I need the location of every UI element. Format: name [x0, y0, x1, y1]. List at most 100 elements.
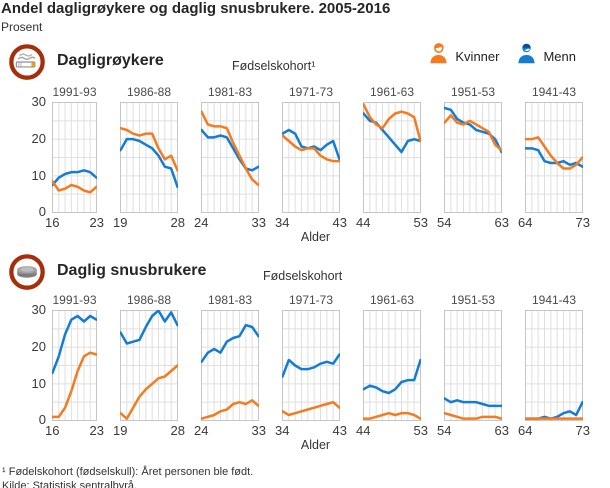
- series-menn: [282, 128, 340, 161]
- section-heading: Dagligrøykere: [57, 51, 164, 69]
- x-ticks: 34 43: [275, 421, 347, 438]
- line-chart: [52, 101, 97, 213]
- x-ticks: 34 43: [275, 213, 347, 230]
- x-ticks: 19 28: [113, 213, 185, 230]
- series-kvinner: [120, 126, 178, 172]
- x-ticks: 24 33: [194, 213, 266, 230]
- series-kvinner: [282, 400, 340, 416]
- series-menn: [444, 397, 502, 407]
- x-ticks: 64 73: [518, 421, 590, 438]
- unit-label: Prosent: [1, 19, 43, 34]
- series-menn: [120, 137, 178, 188]
- x-tick-start: 44: [356, 422, 371, 438]
- x-tick-end: 33: [251, 422, 266, 438]
- series-kvinner: [52, 179, 97, 194]
- line-chart: [363, 101, 421, 213]
- series-menn: [201, 128, 259, 172]
- line-chart: [201, 101, 259, 213]
- chart-panel: 1961-63 44 53: [356, 85, 428, 230]
- section-dagligroykere: Dagligrøykere Fødselskohort¹ 30 20 10 0 199…: [0, 43, 610, 244]
- chart-panel: 1981-83 24 33: [194, 85, 266, 230]
- y-tick: 0: [38, 204, 46, 219]
- line-chart: [201, 309, 259, 421]
- series-menn: [363, 358, 421, 394]
- line-chart: [52, 309, 97, 421]
- series-kvinner: [363, 102, 421, 142]
- page-title: Andel dagligrøykere og daglig snusbruker…: [1, 0, 391, 17]
- x-tick-end: 23: [89, 214, 104, 230]
- series-kvinner: [363, 411, 421, 420]
- x-tick-end: 28: [170, 422, 185, 438]
- x-axis-label: Alder: [300, 437, 331, 452]
- y-tick: 10: [31, 167, 46, 183]
- line-chart: [525, 101, 583, 213]
- x-ticks: 16 23: [45, 213, 104, 230]
- x-tick-end: 43: [332, 422, 347, 438]
- x-tick-end: 23: [89, 422, 104, 438]
- x-tick-end: 28: [170, 214, 185, 230]
- chart-panel: 1971-73 34 43: [275, 293, 347, 438]
- woman-icon: [430, 43, 448, 64]
- chart-panel: 1986-88 19 28: [113, 292, 185, 438]
- x-tick-end: 43: [332, 214, 347, 230]
- line-chart: [120, 101, 178, 213]
- section-snusbrukere: Daglig snusbrukere Fødselskohort 30 20 10 0…: [0, 253, 610, 452]
- cohort-title: 1991-93: [52, 84, 97, 99]
- legend-label-menn: Menn: [543, 49, 576, 64]
- y-tick: 30: [31, 302, 46, 317]
- chart-panel: 1981-83 24 33: [194, 292, 266, 438]
- line-chart: [444, 101, 502, 213]
- x-ticks: 44 53: [356, 421, 428, 438]
- series-menn: [120, 309, 178, 345]
- cohort-title: 1941-43: [531, 84, 577, 99]
- chart-panel: 1941-43 64 73: [518, 84, 590, 230]
- cohort-title: 1986-88: [126, 84, 172, 99]
- line-chart: [444, 309, 502, 421]
- line-chart: [282, 309, 340, 421]
- x-tick-end: 73: [575, 422, 590, 438]
- legend-label-kvinner: Kvinner: [455, 49, 500, 64]
- series-kvinner: [201, 110, 259, 186]
- x-ticks: 54 63: [437, 421, 509, 438]
- series-kvinner: [201, 398, 259, 420]
- cohort-title: 1991-93: [52, 292, 97, 307]
- section-heading: Daglig snusbrukere: [57, 261, 207, 279]
- x-tick-start: 19: [113, 214, 128, 230]
- charts-row: 30 20 10 0 1991-93 16 23 1986-88 19 28 1981-83 24 3…: [32, 292, 610, 438]
- man-icon: [518, 43, 536, 64]
- x-tick-start: 54: [437, 214, 452, 230]
- series-menn: [444, 106, 502, 153]
- cohort-title: 1941-43: [531, 292, 577, 307]
- y-axis: 30 20 10 0: [22, 85, 46, 219]
- x-ticks: 24 33: [194, 421, 266, 438]
- series-menn: [525, 146, 583, 168]
- x-tick-start: 16: [45, 214, 60, 230]
- cohort-title: 1951-53: [450, 84, 496, 99]
- series-menn: [525, 400, 583, 420]
- cohort-title: 1981-83: [207, 292, 253, 307]
- line-chart: [120, 309, 178, 421]
- x-ticks: 19 28: [113, 421, 185, 438]
- series-menn: [282, 353, 340, 378]
- footnotes: ¹ Fødelskohort (fødselskull): Året perso…: [2, 465, 610, 488]
- y-tick: 0: [38, 412, 46, 427]
- x-tick-start: 64: [518, 422, 533, 438]
- charts-row: 30 20 10 0 1991-93 16 23 1986-88 19 28 1981-83 24 3…: [32, 84, 610, 230]
- source: Kilde: Statistisk sentralbyrå.: [2, 480, 138, 488]
- x-tick-end: 33: [251, 214, 266, 230]
- x-tick-end: 63: [494, 214, 509, 230]
- x-tick-start: 64: [518, 214, 533, 230]
- series-kvinner: [120, 364, 178, 420]
- panels-row: 1991-93 16 23 1986-88 19 28 1981-83 24 33 1971-73…: [45, 84, 610, 230]
- x-ticks: 44 53: [356, 213, 428, 230]
- x-tick-start: 54: [437, 422, 452, 438]
- y-tick: 10: [31, 375, 46, 391]
- x-tick-end: 53: [413, 422, 428, 438]
- x-tick-end: 73: [575, 214, 590, 230]
- cohort-title: 1986-88: [126, 292, 172, 307]
- x-tick-start: 44: [356, 214, 371, 230]
- series-menn: [52, 168, 97, 186]
- chart-panel: 1941-43 64 73: [518, 292, 590, 438]
- cohort-title: 1961-63: [369, 292, 415, 307]
- chart-panel: 1991-93 16 23: [45, 292, 104, 438]
